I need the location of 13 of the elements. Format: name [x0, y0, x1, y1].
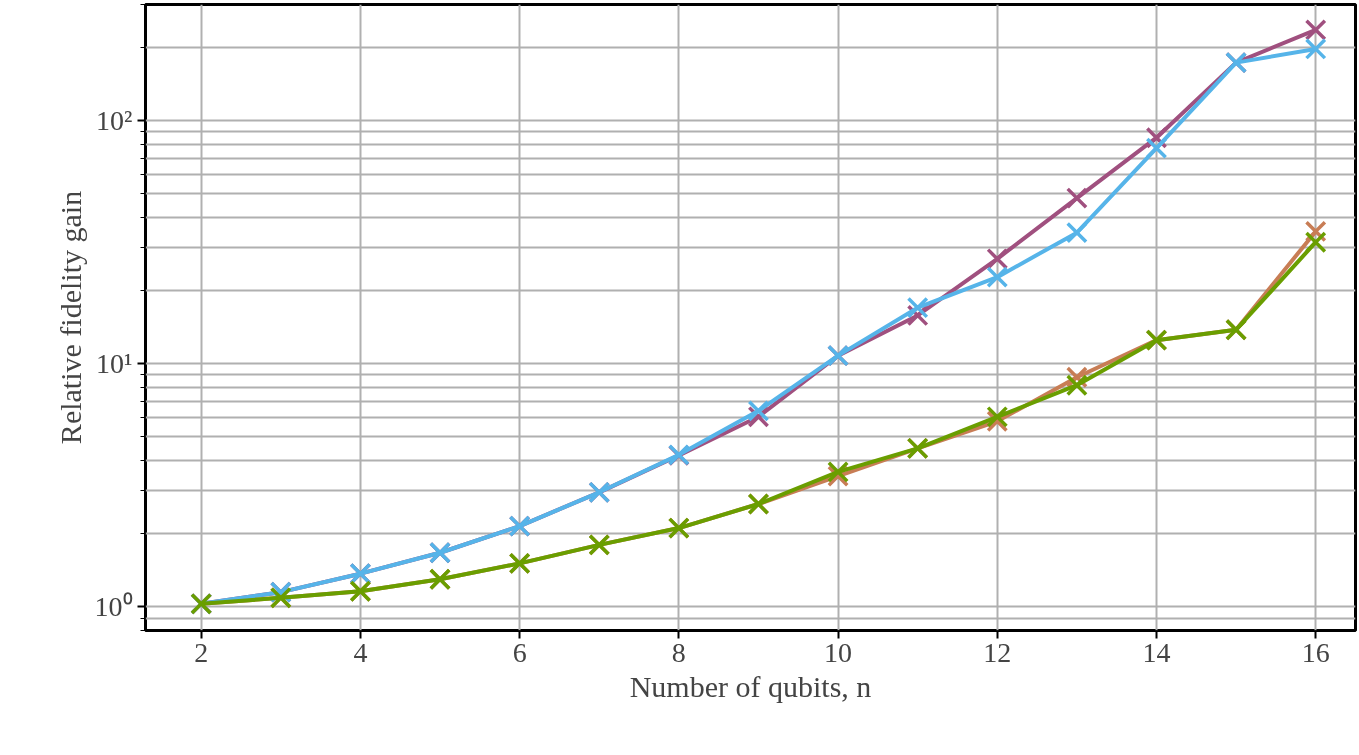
- x-tick-label: 14: [1142, 636, 1171, 668]
- x-tick-label: 12: [983, 636, 1012, 668]
- x-tick-label: 4: [353, 636, 368, 668]
- y-tick-label: 10²: [96, 105, 133, 137]
- x-tick-label: 10: [824, 636, 853, 668]
- x-tick-label: 16: [1301, 636, 1330, 668]
- x-tick-label: 2: [194, 636, 209, 668]
- x-tick-label: 8: [671, 636, 686, 668]
- x-axis-title: Number of qubits, n: [629, 669, 872, 703]
- y-tick-label: 10¹: [96, 348, 133, 380]
- y-axis-title: Relative fidelity gain: [53, 190, 87, 445]
- x-tick-label: 6: [512, 636, 527, 668]
- y-tick-label: 10⁰: [94, 591, 133, 623]
